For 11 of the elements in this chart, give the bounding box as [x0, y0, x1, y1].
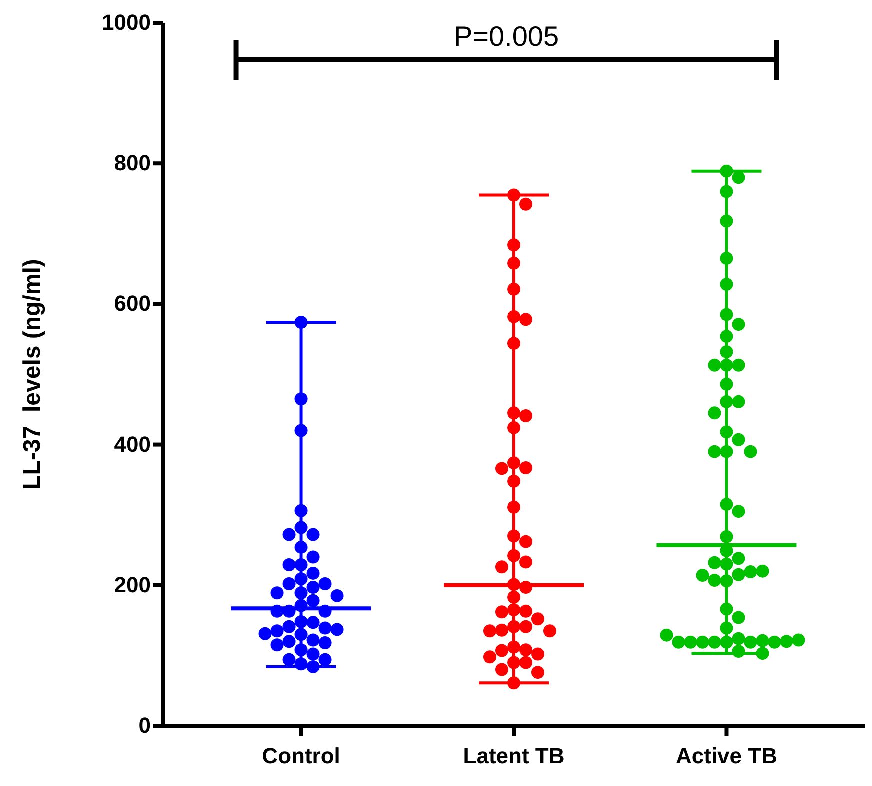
y-tick-label: 0 [138, 713, 151, 738]
x-tick-label: Latent TB [463, 744, 565, 769]
annotation: P=0.005 [454, 21, 560, 52]
y-tick-label: 800 [114, 150, 151, 176]
y-tick-label: 200 [114, 572, 151, 598]
x-tick-label: Control [262, 744, 340, 769]
y-tick-label: 600 [114, 291, 151, 316]
y-tick-label: 400 [114, 432, 151, 457]
x-tick-label: Active TB [676, 744, 778, 769]
y-tick-label: 1000 [102, 10, 151, 36]
y-axis-title: LL-37 levels (ng/ml) [19, 259, 46, 490]
